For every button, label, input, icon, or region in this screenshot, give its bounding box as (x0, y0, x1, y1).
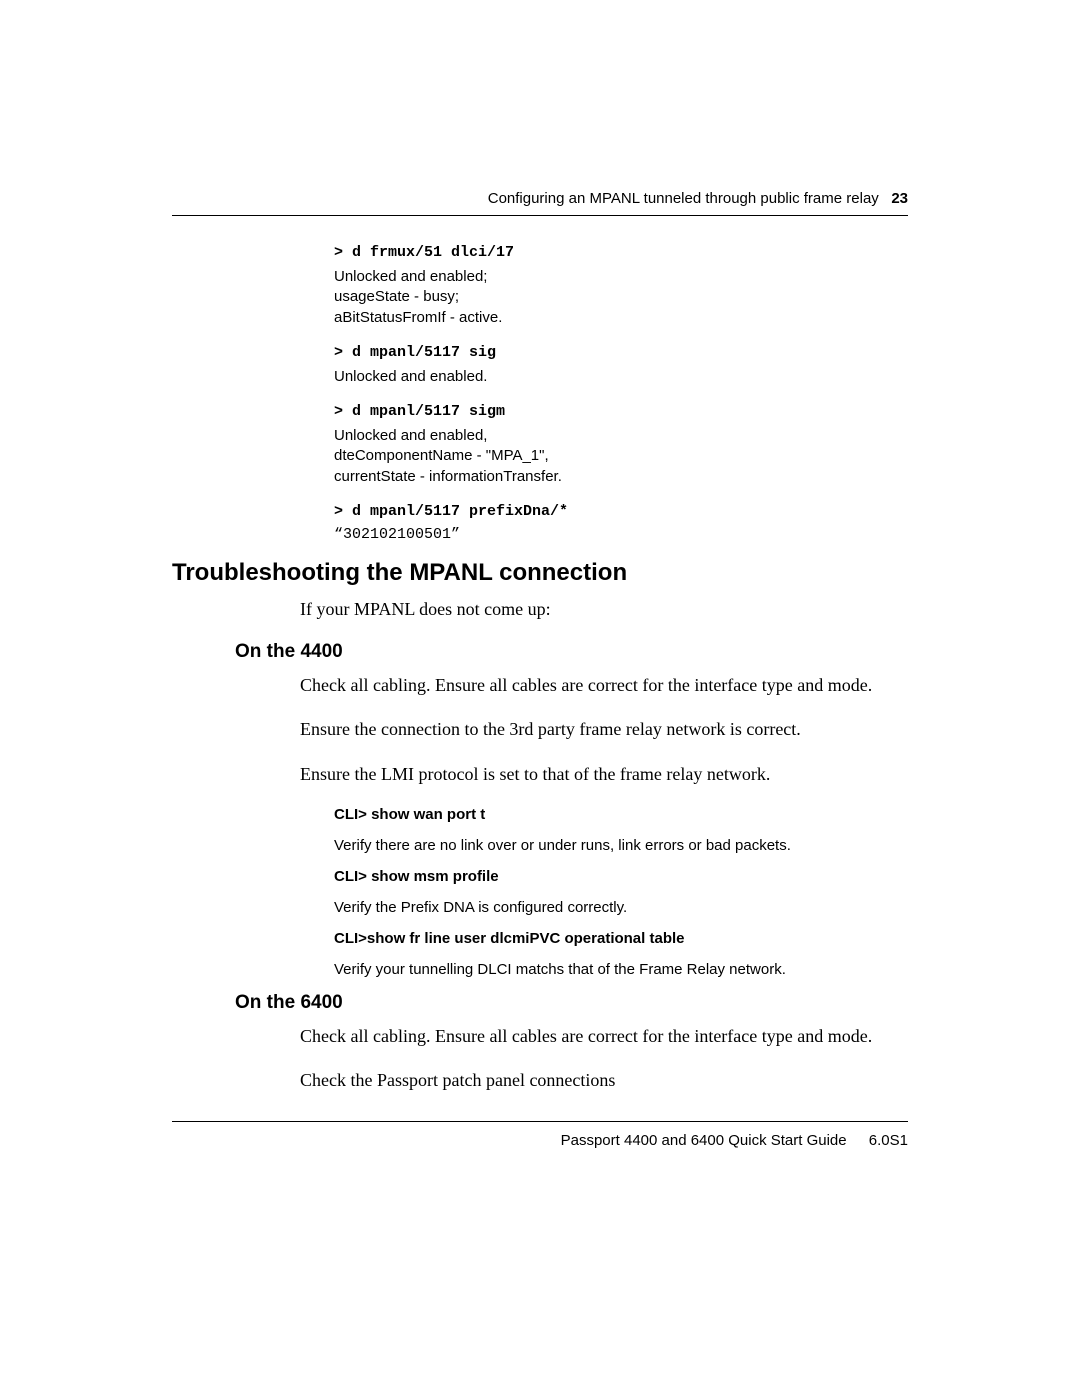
footer: Passport 4400 and 6400 Quick Start Guide… (172, 1121, 908, 1149)
command-output: Unlocked and enabled; (334, 267, 908, 287)
command-output: currentState - informationTransfer. (334, 467, 908, 487)
page-number: 23 (891, 190, 908, 207)
heading-troubleshooting: Troubleshooting the MPANL connection (172, 559, 908, 587)
command-output: Unlocked and enabled, (334, 426, 908, 446)
paragraph: Check all cabling. Ensure all cables are… (300, 673, 908, 697)
cli-description: Verify there are no link over or under r… (334, 837, 908, 854)
heading-4400: On the 4400 (235, 641, 908, 663)
cli-description: Verify your tunnelling DLCI matchs that … (334, 961, 908, 978)
command-line: > d mpanl/5117 sigm (334, 403, 908, 420)
document-page: Configuring an MPANL tunneled through pu… (0, 0, 1080, 1149)
command-output: aBitStatusFromIf - active. (334, 308, 908, 328)
command-output: “302102100501” (334, 526, 908, 543)
command-block-4: > d mpanl/5117 prefixDna/* “302102100501… (334, 503, 908, 543)
command-output: Unlocked and enabled. (334, 367, 908, 387)
intro-paragraph: If your MPANL does not come up: (300, 597, 908, 621)
paragraph: Check all cabling. Ensure all cables are… (300, 1024, 908, 1048)
command-line: > d frmux/51 dlci/17 (334, 244, 908, 261)
command-output: usageState - busy; (334, 287, 908, 307)
command-line: > d mpanl/5117 sig (334, 344, 908, 361)
paragraph: Ensure the connection to the 3rd party f… (300, 717, 908, 741)
cli-command: CLI> show wan port t (334, 806, 908, 823)
footer-guide-title: Passport 4400 and 6400 Quick Start Guide (561, 1132, 847, 1149)
section-title: Configuring an MPANL tunneled through pu… (488, 190, 879, 207)
command-output: dteComponentName - "MPA_1", (334, 446, 908, 466)
paragraph: Ensure the LMI protocol is set to that o… (300, 762, 908, 786)
running-header: Configuring an MPANL tunneled through pu… (172, 190, 908, 216)
footer-version: 6.0S1 (869, 1132, 908, 1149)
page-content: > d frmux/51 dlci/17 Unlocked and enable… (172, 216, 908, 1149)
command-block-2: > d mpanl/5117 sig Unlocked and enabled. (334, 344, 908, 387)
command-block-1: > d frmux/51 dlci/17 Unlocked and enable… (334, 244, 908, 328)
command-block-3: > d mpanl/5117 sigm Unlocked and enabled… (334, 403, 908, 487)
command-line: > d mpanl/5117 prefixDna/* (334, 503, 908, 520)
paragraph: Check the Passport patch panel connectio… (300, 1068, 908, 1092)
cli-description: Verify the Prefix DNA is configured corr… (334, 899, 908, 916)
heading-6400: On the 6400 (235, 992, 908, 1014)
cli-command: CLI> show msm profile (334, 868, 908, 885)
cli-command: CLI>show fr line user dlcmiPVC operation… (334, 930, 908, 947)
